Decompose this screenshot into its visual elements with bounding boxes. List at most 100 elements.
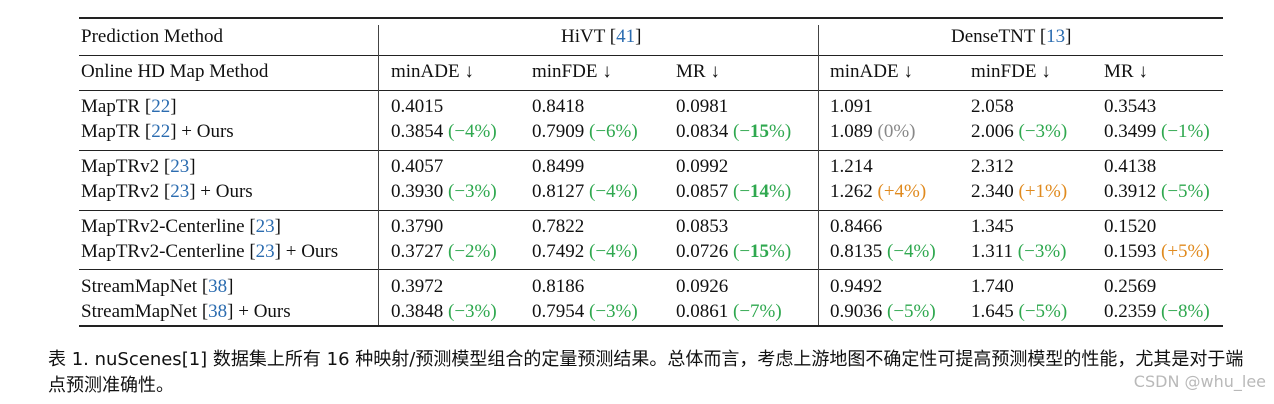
metric-value: 1.214 [830,155,873,179]
metric-value: 0.8127 (−4%) [532,180,638,204]
method-suffix: ] [227,276,234,297]
metric-value: 0.0861 (−7%) [676,300,782,324]
method-citation: 23 [255,241,275,262]
delta-bold: 14 [750,181,770,202]
metric-value: 0.3912 (−5%) [1104,180,1210,204]
value-text: 0.3790 [391,216,444,237]
metric-value: 0.7909 (−6%) [532,120,638,144]
metric-value: 2.312 [971,155,1014,179]
metric-value: 0.4138 [1104,155,1156,179]
separator-right [818,25,819,325]
online-map-method-header: Online HD Map Method [81,61,269,82]
value-text: 0.3854 [391,121,444,142]
value-text: 1.645 [971,301,1014,322]
method-suffix: ] + Ours [170,121,234,142]
metric-value: 0.2569 [1104,275,1156,299]
metric-header: MR ↓ [676,61,720,82]
method-suffix: ] [170,96,177,117]
group-rule-3 [79,269,1223,270]
metric-value: 1.740 [971,275,1014,299]
value-text: 0.4138 [1104,156,1157,177]
value-text: 0.8127 [532,181,585,202]
hivt-citation: 41 [616,26,636,47]
value-text: 0.8466 [830,216,883,237]
method-name: MapTRv2 [23] + Ours [81,180,253,204]
value-text: 1.262 [830,181,873,202]
bottom-rule [79,325,1223,327]
delta-text: (−5%) [882,301,936,322]
metric-value: 2.006 (−3%) [971,120,1067,144]
metric-value: 0.0726 (−15%) [676,240,791,264]
method-label: StreamMapNet [ [81,276,209,297]
metric-value: 1.345 [971,215,1014,239]
method-name: MapTRv2-Centerline [23] + Ours [81,240,338,264]
metric-value: 0.0992 [676,155,728,179]
delta-text: (−14%) [728,181,792,202]
method-citation: 23 [255,216,275,237]
metric-value: 2.340 (+1%) [971,180,1067,204]
delta-text: (−3%) [443,301,497,322]
value-text: 0.1593 [1104,241,1157,262]
delta-text: (0%) [872,121,916,142]
metric-value: 0.0853 [676,215,728,239]
value-text: 0.0926 [676,276,729,297]
value-text: 0.0834 [676,121,729,142]
metric-value: 0.4015 [391,95,443,119]
delta-text: (−7%) [728,301,782,322]
value-text: 0.3543 [1104,96,1157,117]
metric-value: 1.311 (−3%) [971,240,1067,264]
metric-value: 2.058 [971,95,1014,119]
method-suffix: ] + Ours [274,241,339,262]
value-text: 0.7909 [532,121,585,142]
metric-value: 0.1520 [1104,215,1156,239]
metric-value: 0.0926 [676,275,728,299]
delta-text: (−15%) [728,121,792,142]
metric-header: minFDE ↓ [532,61,612,82]
metric-value: 0.8466 [830,215,882,239]
metric-value: 1.645 (−5%) [971,300,1067,324]
densetnt-header: DenseTNT [13] [951,26,1072,47]
method-suffix: ] + Ours [189,181,253,202]
method-label: MapTRv2 [ [81,156,171,177]
method-name: MapTRv2-Centerline [23] [81,215,281,239]
method-name: StreamMapNet [38] [81,275,233,299]
value-text: 1.740 [971,276,1014,297]
delta-text: (−3%) [1013,121,1068,142]
metric-value: 0.1593 (+5%) [1104,240,1210,264]
metric-value: 0.4057 [391,155,443,179]
method-citation: 23 [170,181,190,202]
method-citation: 38 [208,276,228,297]
value-text: 0.9492 [830,276,883,297]
delta-text: (−4%) [584,241,638,262]
metric-value: 1.262 (+4%) [830,180,926,204]
method-label: MapTR [ [81,96,152,117]
metric-value: 0.7954 (−3%) [532,300,638,324]
metric-value: 0.0981 [676,95,728,119]
value-text: 1.311 [971,241,1014,262]
metric-header: minADE ↓ [830,61,913,82]
value-text: 0.8499 [532,156,585,177]
metric-value: 0.0857 (−14%) [676,180,791,204]
metric-value: 0.7492 (−4%) [532,240,638,264]
metric-value: 0.3499 (−1%) [1104,120,1210,144]
method-suffix: ] [189,156,196,177]
value-text: 0.1520 [1104,216,1157,237]
group-rule-2 [79,210,1223,211]
delta-text: (+5%) [1156,241,1210,262]
metric-value: 1.089 (0%) [830,120,915,144]
metric-value: 0.3727 (−2%) [391,240,497,264]
metric-value: 0.8499 [532,155,584,179]
method-citation: 22 [151,96,171,117]
method-label: MapTRv2-Centerline [ [81,216,256,237]
value-text: 0.0857 [676,181,729,202]
metric-header: minADE ↓ [391,61,474,82]
hivt-header: HiVT [41] [561,26,642,47]
delta-bold: 15 [750,241,770,262]
metric-header: minFDE ↓ [971,61,1051,82]
value-text: 2.058 [971,96,1014,117]
group-rule-1 [79,150,1223,151]
metric-value: 0.3854 (−4%) [391,120,497,144]
value-text: 0.3848 [391,301,444,322]
value-text: 0.8135 [830,241,883,262]
value-text: 0.0853 [676,216,729,237]
